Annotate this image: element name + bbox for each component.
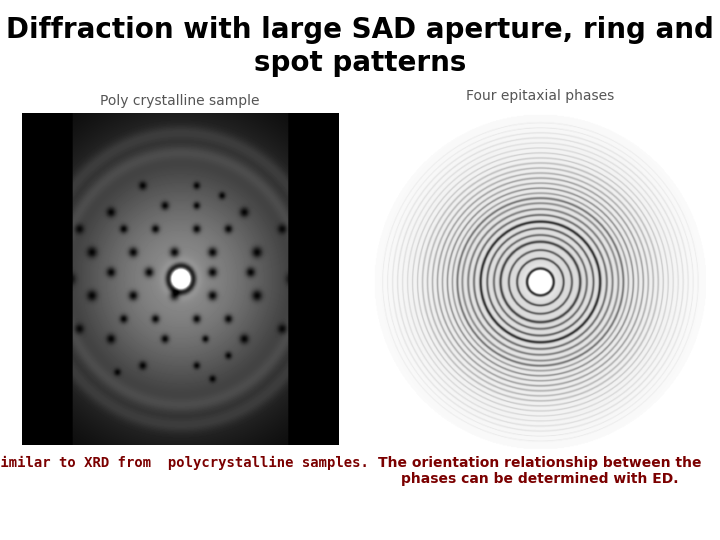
Text: Diffraction with large SAD aperture, ring and
spot patterns: Diffraction with large SAD aperture, rin… <box>6 16 714 77</box>
Text: The orientation relationship between the
phases can be determined with ED.: The orientation relationship between the… <box>378 456 702 487</box>
Text: Poly crystalline sample: Poly crystalline sample <box>100 94 260 108</box>
Text: Four epitaxial phases: Four epitaxial phases <box>466 89 614 103</box>
Text: Similar to XRD from  polycrystalline samples.: Similar to XRD from polycrystalline samp… <box>0 456 369 470</box>
